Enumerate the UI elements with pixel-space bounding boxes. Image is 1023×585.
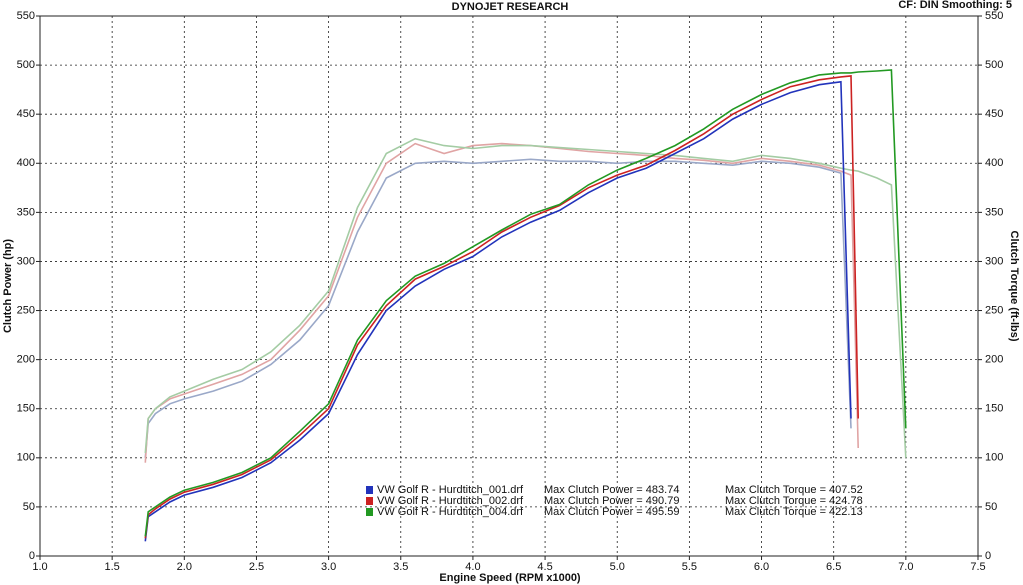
y-tick-label: 500	[17, 59, 35, 71]
y2-tick-label: 450	[985, 108, 1003, 120]
legend-power: Max Clutch Power = 495.59	[544, 506, 679, 518]
y-tick-label: 50	[23, 501, 35, 513]
x-tick-label: 7.5	[970, 561, 985, 573]
y2-tick-label: 550	[985, 10, 1003, 22]
y2-tick-label: 250	[985, 304, 1003, 316]
legend-label: VW Golf R - Hurdtitch_004.drf	[377, 506, 524, 518]
legend-power: Max Clutch Power = 483.74	[544, 484, 679, 496]
legend-label: VW Golf R - Hurdtitch_001.drf	[377, 484, 524, 496]
y-tick-label: 400	[17, 157, 35, 169]
y2-tick-label: 300	[985, 255, 1003, 267]
x-tick-label: 4.0	[465, 561, 480, 573]
y-tick-label: 0	[29, 550, 35, 562]
x-tick-label: 5.5	[682, 561, 697, 573]
y2-tick-label: 350	[985, 206, 1003, 218]
x-tick-label: 4.5	[537, 561, 552, 573]
x-tick-label: 1.0	[32, 561, 47, 573]
legend-torque: Max Clutch Torque = 407.52	[725, 484, 863, 496]
x-tick-label: 2.0	[177, 561, 192, 573]
x-tick-label: 6.0	[754, 561, 769, 573]
torque-line	[144, 142, 859, 463]
y-tick-label: 100	[17, 452, 35, 464]
legend-label: VW Golf R - Hurdtitch_002.drf	[377, 495, 524, 507]
y2-tick-label: 200	[985, 354, 1003, 366]
legend-power: Max Clutch Power = 490.79	[544, 495, 679, 507]
y-tick-label: 550	[17, 10, 35, 22]
power-line	[144, 80, 852, 542]
x-tick-label: 5.0	[610, 561, 625, 573]
x-tick-label: 6.5	[826, 561, 841, 573]
x-tick-label: 2.5	[249, 561, 264, 573]
x-tick-label: 3.0	[321, 561, 336, 573]
y-axis-label: Clutch Power (hp)	[2, 239, 14, 333]
y-tick-label: 250	[17, 304, 35, 316]
power-line	[144, 75, 859, 539]
x-tick-label: 3.5	[393, 561, 408, 573]
y2-tick-label: 150	[985, 403, 1003, 415]
y2-axis-label: Clutch Torque (ft-lbs)	[1008, 231, 1020, 342]
legend-swatch	[366, 508, 373, 516]
torque-line	[144, 158, 852, 458]
chart-title: DYNOJET RESEARCH	[452, 1, 569, 13]
power-line	[144, 69, 907, 537]
y2-tick-label: 400	[985, 157, 1003, 169]
y-tick-label: 450	[17, 108, 35, 120]
x-tick-label: 1.5	[105, 561, 120, 573]
y-tick-label: 150	[17, 403, 35, 415]
x-tick-label: 7.0	[898, 561, 913, 573]
y2-tick-label: 0	[985, 550, 991, 562]
y-tick-label: 350	[17, 206, 35, 218]
legend-torque: Max Clutch Torque = 422.13	[725, 506, 863, 518]
y-tick-label: 300	[17, 255, 35, 267]
plot-frame	[39, 15, 979, 557]
y-tick-label: 200	[17, 354, 35, 366]
y2-tick-label: 500	[985, 59, 1003, 71]
y2-tick-label: 50	[985, 501, 997, 513]
chart-subtitle: CF: DIN Smoothing: 5	[898, 0, 1012, 11]
legend-torque: Max Clutch Torque = 424.78	[725, 495, 863, 507]
torque-line	[144, 137, 907, 458]
legend-swatch	[366, 486, 373, 494]
y2-tick-label: 100	[985, 452, 1003, 464]
legend-swatch	[366, 497, 373, 505]
x-axis-label: Engine Speed (RPM x1000)	[439, 572, 581, 584]
